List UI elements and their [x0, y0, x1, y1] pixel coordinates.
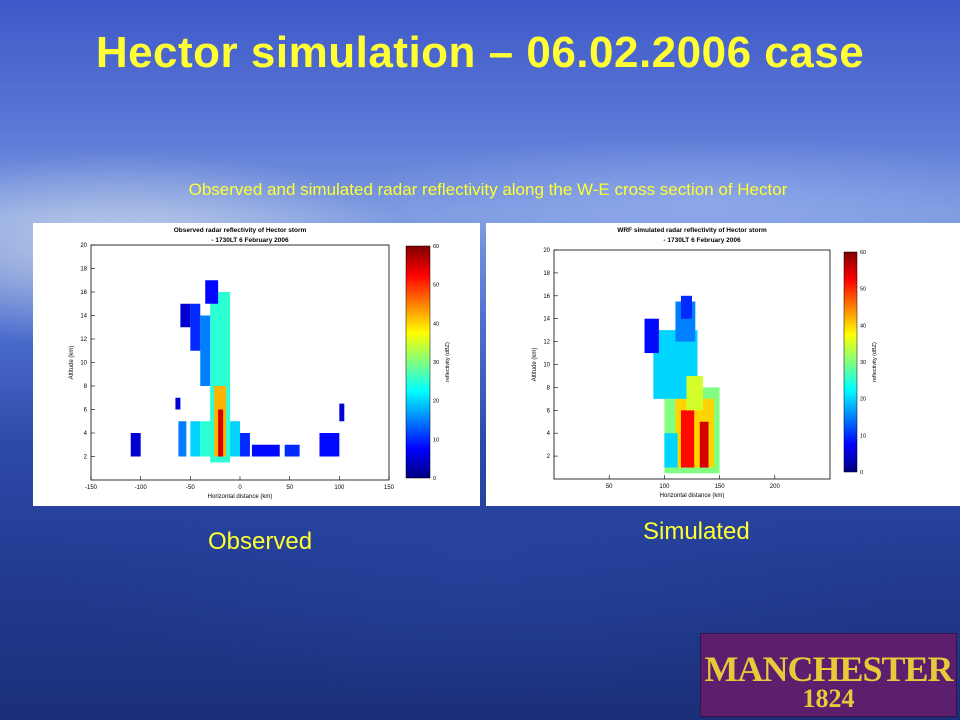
- reflectivity-cell-2: [644, 318, 659, 354]
- reflectivity-cell-11: [178, 421, 187, 457]
- x-tick-label: 200: [770, 484, 781, 490]
- y-tick-label: 16: [543, 294, 550, 300]
- y-axis-label: Altitude (km): [532, 348, 538, 382]
- y-tick-label: 14: [543, 317, 550, 323]
- chart-subtitle: - 1730LT 6 February 2006: [211, 237, 289, 244]
- y-tick-label: 2: [547, 454, 551, 460]
- colorbar-tick-label: 60: [433, 244, 439, 250]
- reflectivity-cell-7: [699, 421, 709, 468]
- x-tick-label: 50: [606, 484, 613, 490]
- colorbar-tick-label: 50: [433, 283, 439, 289]
- x-tick-label: -50: [186, 485, 195, 491]
- y-tick-label: 4: [84, 431, 88, 437]
- university-logo: MANCHESTER 1824: [700, 633, 957, 717]
- y-tick-label: 6: [547, 408, 551, 414]
- x-axis-label: Horizontal distance (km): [208, 494, 273, 500]
- y-tick-label: 12: [80, 337, 87, 343]
- reflectivity-cell-1: [200, 315, 211, 386]
- colorbar-tick-label: 30: [433, 360, 439, 366]
- y-tick-label: 18: [80, 267, 87, 273]
- x-tick-label: 150: [384, 485, 395, 491]
- x-axis-label: Horizontal distance (km): [660, 493, 725, 499]
- colorbar-tick-label: 40: [860, 323, 866, 329]
- colorbar-tick-label: 40: [433, 321, 439, 327]
- simulated-chart-panel: WRF simulated radar reflectivity of Hect…: [486, 223, 960, 506]
- y-tick-label: 20: [543, 248, 550, 254]
- observed-reflectivity-chart: Observed radar reflectivity of Hector st…: [69, 227, 451, 500]
- reflectivity-cell-4: [205, 280, 219, 304]
- y-tick-label: 12: [543, 340, 550, 346]
- reflectivity-cell-12: [251, 444, 280, 457]
- colorbar-tick-label: 10: [433, 437, 439, 443]
- reflectivity-cell-6: [680, 410, 695, 468]
- reflectivity-cell-8: [190, 421, 201, 457]
- reflectivity-cell-14: [319, 433, 340, 457]
- y-tick-label: 2: [84, 455, 88, 461]
- y-tick-label: 18: [543, 271, 550, 277]
- y-tick-label: 4: [547, 431, 551, 437]
- x-tick-label: 100: [334, 485, 345, 491]
- reflectivity-cell-17: [339, 403, 345, 422]
- logo-year: 1824: [802, 684, 855, 713]
- reflectivity-cell-8: [686, 375, 704, 411]
- colorbar-tick-label: 20: [433, 399, 439, 405]
- y-tick-label: 8: [84, 384, 88, 390]
- y-axis-label: Altitude (km): [69, 346, 75, 380]
- colorbar-tick-label: 10: [860, 433, 866, 439]
- reflectivity-cell-2: [190, 303, 201, 351]
- x-tick-label: 100: [659, 484, 670, 490]
- simulated-reflectivity-chart: WRF simulated radar reflectivity of Hect…: [532, 227, 878, 499]
- reflectivity-cell-9: [664, 433, 678, 468]
- reflectivity-cell-10: [240, 433, 250, 457]
- reflectivity-cell-7: [200, 421, 215, 457]
- reflectivity-cell-4: [680, 295, 692, 319]
- reflectivity-cell-3: [180, 303, 191, 328]
- reflectivity-cell-16: [175, 397, 181, 410]
- colorbar-tick-label: 30: [860, 360, 866, 366]
- y-tick-label: 10: [543, 363, 550, 369]
- caption-observed: Observed: [208, 528, 313, 555]
- colorbar-tick-label: 50: [860, 287, 866, 293]
- colorbar-tick-label: 20: [860, 397, 866, 403]
- x-tick-label: 50: [286, 485, 293, 491]
- x-tick-label: -100: [135, 485, 148, 491]
- colorbar: [405, 245, 431, 479]
- reflectivity-cell-13: [284, 444, 300, 457]
- y-tick-label: 20: [80, 243, 87, 249]
- x-tick-label: 150: [715, 484, 726, 490]
- chart-title: WRF simulated radar reflectivity of Hect…: [617, 227, 767, 234]
- reflectivity-cell-9: [230, 421, 240, 457]
- reflectivity-cell-6: [218, 409, 224, 457]
- slide-subtitle: Observed and simulated radar reflectivit…: [188, 180, 788, 199]
- colorbar-tick-label: 0: [860, 470, 863, 476]
- reflectivity-cell-15: [130, 433, 141, 457]
- y-tick-label: 10: [80, 361, 87, 367]
- x-tick-label: -150: [85, 485, 98, 491]
- y-tick-label: 8: [547, 385, 551, 391]
- colorbar: [843, 251, 858, 473]
- caption-simulated: Simulated: [643, 518, 750, 545]
- y-tick-label: 6: [84, 408, 88, 414]
- colorbar-tick-label: 0: [433, 476, 436, 482]
- y-tick-label: 14: [80, 314, 87, 320]
- colorbar-label: reflectivity (dBZ): [445, 342, 451, 382]
- y-tick-label: 16: [80, 290, 87, 296]
- chart-subtitle: - 1730LT 6 February 2006: [663, 237, 741, 244]
- slide-title: Hector simulation – 06.02.2006 case: [95, 28, 865, 77]
- chart-title: Observed radar reflectivity of Hector st…: [174, 227, 307, 234]
- observed-chart-panel: Observed radar reflectivity of Hector st…: [33, 223, 480, 506]
- colorbar-tick-label: 60: [860, 250, 866, 256]
- x-tick-label: 0: [238, 485, 242, 491]
- logo-wordmark: MANCHESTER: [704, 649, 953, 689]
- colorbar-label: reflectivity (dBZ): [872, 342, 878, 382]
